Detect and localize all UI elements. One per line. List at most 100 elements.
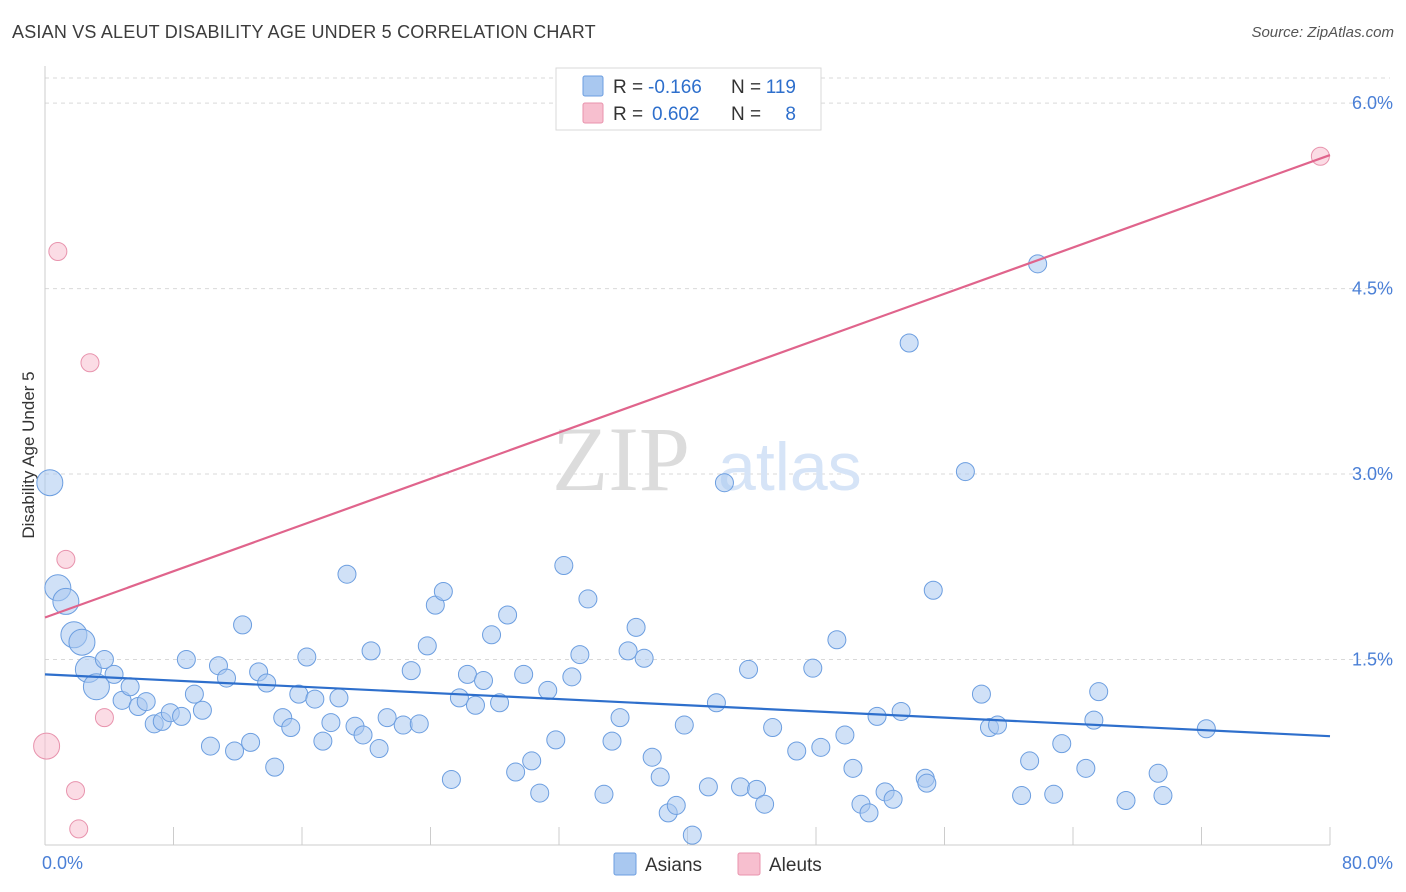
series-legend: Asians Aleuts (613, 852, 822, 876)
asian-point (200, 736, 220, 756)
asian-point (136, 692, 156, 712)
aleut-point (80, 353, 100, 373)
legend-n-value-aleuts: 8 (785, 104, 796, 125)
asian-point (706, 693, 726, 713)
asian-point (923, 580, 943, 600)
asian-point (184, 684, 204, 704)
asian-point (843, 758, 863, 778)
asian-point (329, 688, 349, 708)
gridlines (45, 77, 1390, 661)
bottom-legend-swatch-aleuts (737, 852, 761, 876)
asian-point (698, 777, 718, 797)
x-tick-label: 0.0% (42, 853, 83, 873)
aleut-point (33, 732, 61, 760)
asian-point (441, 769, 461, 789)
asian-point (682, 825, 702, 845)
asian-point (321, 713, 341, 733)
asian-point (94, 650, 114, 670)
asian-point (225, 741, 245, 761)
asian-point (899, 333, 919, 353)
asian-point (465, 695, 485, 715)
asian-point (82, 673, 110, 701)
asian-point (433, 582, 453, 602)
bottom-legend-swatch-asians (613, 852, 637, 876)
asian-point (731, 777, 751, 797)
x-tick-labels: 0.0% 80.0% (42, 853, 1393, 873)
asian-point (401, 661, 421, 681)
asian-point (172, 706, 192, 726)
asian-point (313, 731, 333, 751)
asian-point (281, 718, 301, 738)
aleut-point (69, 819, 89, 839)
asian-point (1089, 682, 1109, 702)
asian-point (490, 693, 510, 713)
asian-point (867, 706, 887, 726)
legend-n-label-aleuts: N = (731, 104, 761, 125)
asian-point (104, 664, 124, 684)
asian-point (514, 664, 534, 684)
asian-point (1044, 784, 1064, 804)
asian-point (763, 718, 783, 738)
asian-point (811, 737, 831, 757)
asian-point (393, 715, 413, 735)
legend-n-value-asians: 119 (766, 77, 796, 98)
asian-point (457, 664, 477, 684)
aleut-trend-line (44, 153, 1331, 619)
aleut-point (56, 549, 76, 569)
asian-point (538, 680, 558, 700)
y-tick-labels: 1.5% 3.0% 4.5% 6.0% (1352, 93, 1393, 669)
correlation-legend: R = -0.166 N = 119 R = 0.602 N = 8 (555, 67, 822, 131)
aleut-point (66, 781, 86, 801)
x-ticks (173, 827, 1331, 845)
asian-point (1084, 710, 1104, 730)
asian-point (506, 762, 526, 782)
asian-point (68, 628, 96, 656)
asian-point (522, 751, 542, 771)
asian-point (883, 789, 903, 809)
asian-point (1020, 751, 1040, 771)
asian-point (570, 645, 590, 665)
trend-lines (44, 153, 1331, 738)
data-points (33, 146, 1330, 845)
chart-title: ASIAN VS ALEUT DISABILITY AGE UNDER 5 CO… (12, 22, 596, 42)
asian-point (257, 673, 277, 693)
asian-point (1116, 790, 1136, 810)
y-tick-label: 1.5% (1352, 650, 1393, 670)
asian-point (835, 725, 855, 745)
y-tick-label: 3.0% (1352, 464, 1393, 484)
asian-point (755, 794, 775, 814)
asian-point (650, 767, 670, 787)
asian-point (955, 462, 975, 482)
asian-point (1012, 786, 1032, 806)
asian-point (642, 747, 662, 767)
y-tick-label: 4.5% (1352, 279, 1393, 299)
asian-trend-line (44, 673, 1331, 738)
asian-point (265, 757, 285, 777)
aleut-point (48, 241, 68, 261)
asian-point (546, 730, 566, 750)
asian-point (192, 700, 212, 720)
asian-point (1076, 758, 1096, 778)
x-tick-label: 80.0% (1342, 853, 1393, 873)
asian-point (562, 667, 582, 687)
legend-r-value-asians: -0.166 (648, 77, 702, 98)
asian-point (36, 469, 64, 497)
asian-point (747, 779, 767, 799)
asian-point (674, 715, 694, 735)
legend-n-label-asians: N = (731, 77, 761, 98)
asian-point (602, 731, 622, 751)
asian-point (971, 684, 991, 704)
asian-point (1148, 763, 1168, 783)
asian-point (803, 658, 823, 678)
asian-point (482, 625, 502, 645)
watermark-zip: ZIP (552, 408, 690, 510)
asian-point (714, 473, 734, 493)
asian-point (377, 708, 397, 728)
asian-point (618, 641, 638, 661)
asian-point (891, 701, 911, 721)
asian-point (449, 688, 469, 708)
asian-point (297, 647, 317, 667)
asian-point (739, 659, 759, 679)
asian-point (917, 773, 937, 793)
